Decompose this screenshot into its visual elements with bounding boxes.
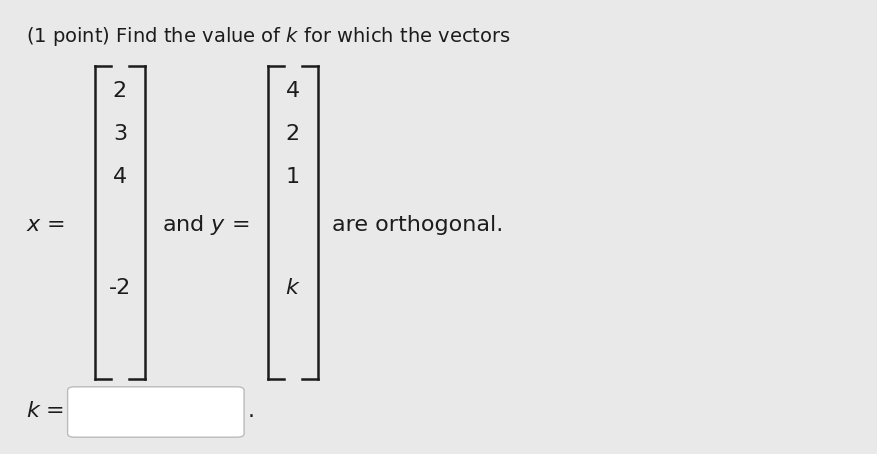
FancyBboxPatch shape	[68, 387, 244, 437]
Text: and $y$ =: and $y$ =	[162, 213, 250, 237]
Text: 4: 4	[285, 81, 300, 101]
Text: 2: 2	[285, 124, 300, 144]
Text: are orthogonal.: are orthogonal.	[332, 215, 503, 235]
Text: -2: -2	[109, 278, 131, 298]
Text: 4: 4	[112, 167, 127, 187]
Text: 3: 3	[112, 124, 127, 144]
Text: $k$ =: $k$ =	[26, 401, 65, 421]
Text: (1 point) Find the value of $k$ for which the vectors: (1 point) Find the value of $k$ for whic…	[26, 25, 510, 48]
Text: $k$: $k$	[285, 278, 300, 298]
Text: 2: 2	[112, 81, 127, 101]
Text: .: .	[247, 401, 254, 421]
Text: $x$ =: $x$ =	[26, 215, 65, 235]
Text: 1: 1	[285, 167, 300, 187]
